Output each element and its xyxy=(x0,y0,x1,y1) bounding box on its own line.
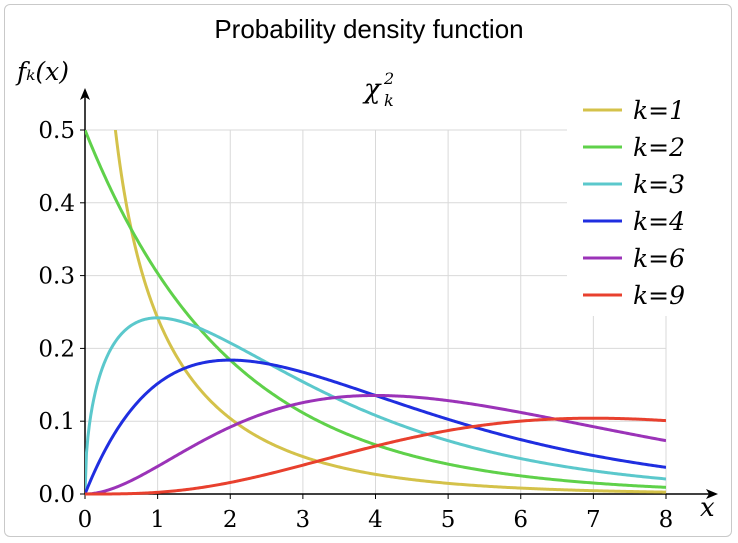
legend-label: k=2 xyxy=(633,133,685,162)
legend-label: k=6 xyxy=(633,244,685,273)
x-axis-arrow xyxy=(706,489,718,499)
series-line-k-3 xyxy=(85,316,666,495)
series-line-k-6 xyxy=(85,393,666,496)
x-tick-label: 7 xyxy=(586,507,601,533)
tick-labels: 0 1 2 3 4 5 6 7 8 0.0 0.1 0.2 0.3 0.4 0.5 xyxy=(38,118,673,533)
x-tick-label: 6 xyxy=(513,507,528,533)
series-line-k-9 xyxy=(85,416,666,496)
legend: k=1 k=2 k=3 k=4 k=6 k=9 xyxy=(567,88,710,316)
x-tick-label: 1 xyxy=(150,507,165,533)
legend-label: k=9 xyxy=(633,281,685,310)
legend-label: k=4 xyxy=(633,207,685,236)
y-tick-label: 0.5 xyxy=(38,118,75,144)
x-tick-label: 4 xyxy=(368,507,383,533)
x-tick-label: 0 xyxy=(78,507,93,533)
legend-label: k=1 xyxy=(633,96,685,125)
x-tick-label: 5 xyxy=(441,507,456,533)
legend-label: k=3 xyxy=(633,170,685,199)
x-tick-label: 3 xyxy=(296,507,311,533)
y-tick-label: 0.1 xyxy=(38,409,75,435)
series-lines xyxy=(85,130,666,496)
legend-box xyxy=(567,88,710,316)
y-tick-label: 0.0 xyxy=(38,482,75,508)
x-axis-label: x xyxy=(700,493,715,523)
y-tick-label: 0.4 xyxy=(38,191,75,217)
x-tick-label: 8 xyxy=(659,507,674,533)
y-tick-label: 0.3 xyxy=(38,264,75,290)
y-axis-label: fₖ(x) xyxy=(15,57,69,86)
page-title: Probability density function xyxy=(214,14,524,44)
series-line-k-1 xyxy=(113,130,666,494)
axes xyxy=(80,88,718,499)
y-axis-arrow xyxy=(80,88,90,100)
x-tick-label: 2 xyxy=(223,507,238,533)
axis-labels: fₖ(x) x χ 2 k xyxy=(15,57,715,523)
y-tick-label: 0.2 xyxy=(38,336,75,362)
